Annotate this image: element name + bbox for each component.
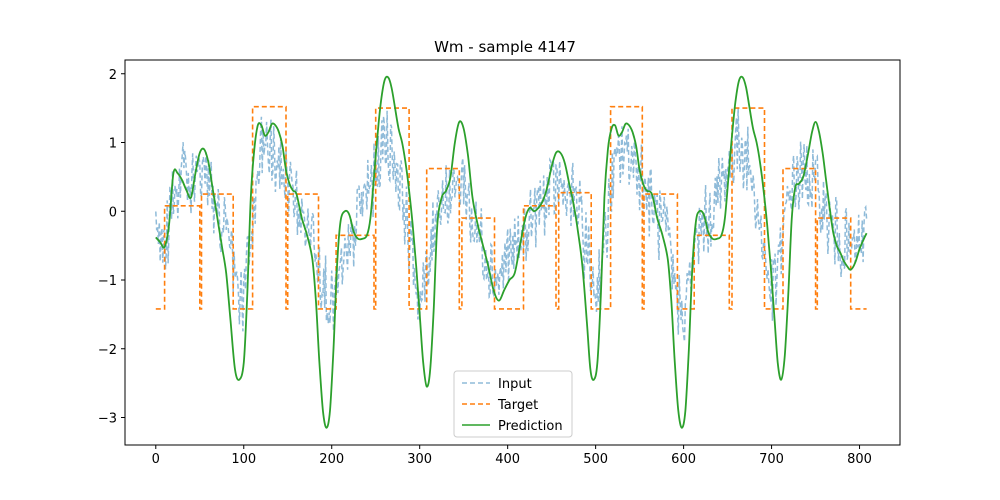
x-tick-label: 100 xyxy=(231,452,256,467)
plot-area xyxy=(124,59,901,446)
legend-prediction-label: Prediction xyxy=(498,419,563,434)
legend-input-label: Input xyxy=(498,377,532,392)
axes-frame xyxy=(124,59,901,446)
legend-frame xyxy=(453,370,573,438)
legend: Input Target Prediction xyxy=(453,370,573,438)
x-tick-label: 200 xyxy=(319,452,344,467)
x-tick-label: 800 xyxy=(847,452,872,467)
series-target-line xyxy=(155,105,867,310)
x-tick-label: 700 xyxy=(759,452,784,467)
legend-target-label: Target xyxy=(497,398,538,413)
x-tick-label: 600 xyxy=(671,452,696,467)
y-tick-label: 1 xyxy=(109,137,117,152)
y-axis: 2 1 0 −1 −2 −3 xyxy=(98,68,125,427)
chart-title: Wm - sample 4147 xyxy=(434,38,576,56)
x-tick-label: 0 xyxy=(152,452,160,467)
series-prediction-line xyxy=(155,75,868,429)
x-tick-label: 400 xyxy=(495,452,520,467)
y-tick-label: −3 xyxy=(98,412,117,427)
y-tick-label: 2 xyxy=(109,68,117,83)
y-tick-label: 0 xyxy=(109,205,117,220)
x-tick-label: 300 xyxy=(407,452,432,467)
y-tick-label: −1 xyxy=(98,274,117,289)
y-tick-label: −2 xyxy=(98,343,117,358)
x-tick-label: 500 xyxy=(583,452,608,467)
series-input-line xyxy=(155,107,868,342)
x-axis: 0 100 200 300 400 500 600 700 800 xyxy=(152,445,872,467)
